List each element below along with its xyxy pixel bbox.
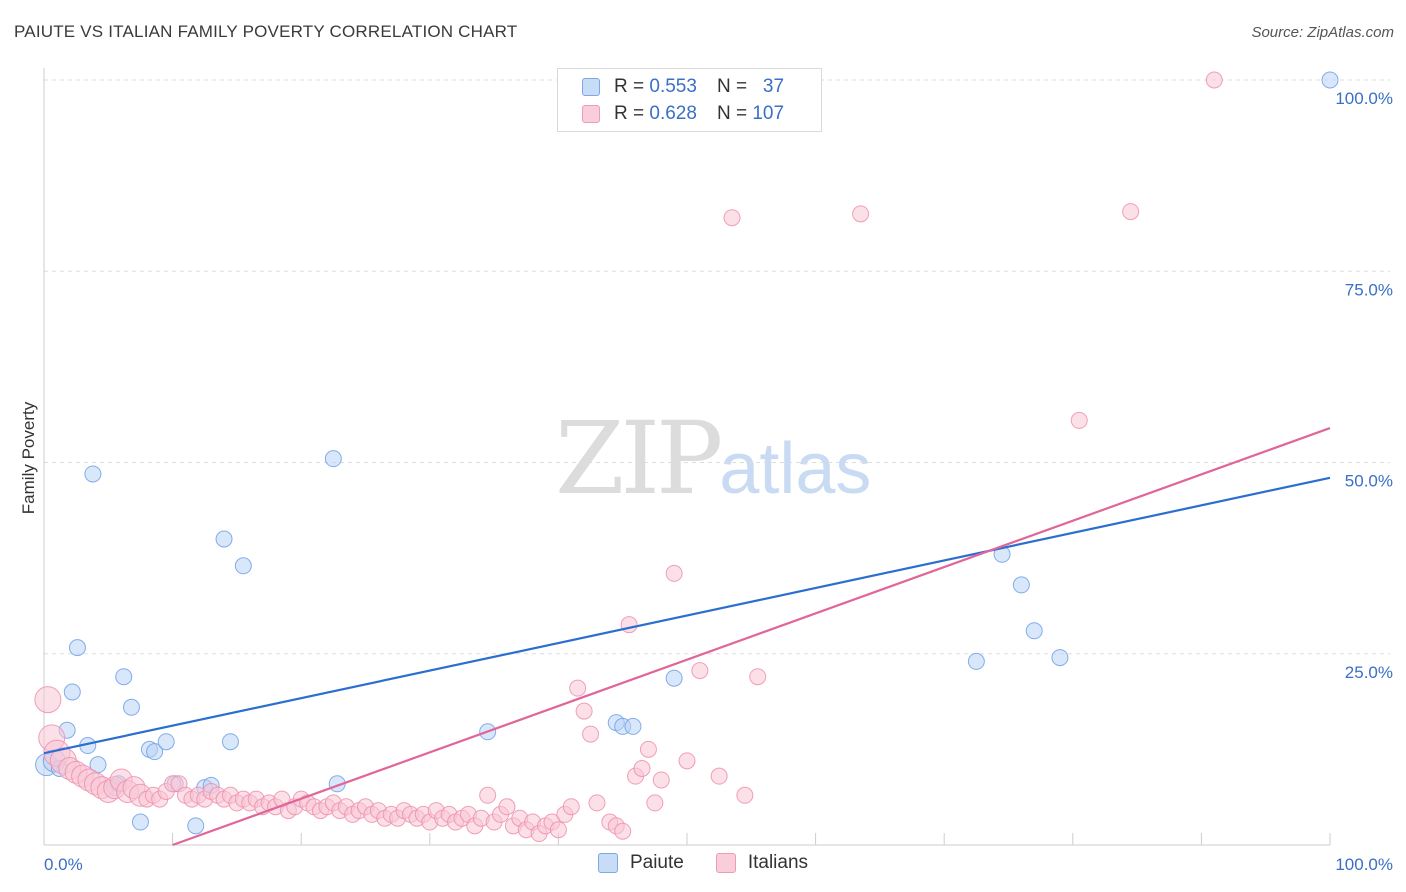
paiute-point [665,669,683,687]
italians-point [34,686,62,714]
chart-title: PAIUTE VS ITALIAN FAMILY POVERTY CORRELA… [14,22,518,41]
legend-r-value: 0.553 [649,76,697,97]
italians-point [646,794,664,812]
italians-point [633,760,651,777]
italians-point [736,786,754,804]
italians-point [749,668,767,686]
y-tick-label: 75.0% [1345,280,1393,299]
paiute-point [63,683,81,701]
italians-point [588,794,606,812]
italians-point [665,564,683,582]
italians-point [852,205,870,223]
source-label: Source: ZipAtlas.com [1251,24,1394,41]
italians-point [575,702,593,720]
paiute-point [215,530,233,548]
x-tick-label-max: 100.0% [1335,855,1393,874]
italians-point [710,767,728,785]
paiute-point [1321,71,1339,89]
paiute-point [157,733,175,751]
paiute-point [84,465,102,483]
paiute-point [1051,649,1069,667]
italians-point [678,752,696,770]
axes [43,68,1331,846]
paiute-point [115,668,133,686]
paiute-point [1025,622,1043,640]
legend-swatch-paiute [582,78,600,96]
legend-r-value: 0.628 [649,103,697,124]
italians-point [1122,203,1140,221]
italians-point [652,771,670,789]
paiute-point [1012,576,1030,594]
paiute-point [146,743,164,761]
paiute-point [68,639,86,657]
paiute-point [967,652,985,670]
italians-point [723,209,741,227]
italians-point [549,821,567,839]
legend-row-italians: R = 0.628 N = 107 [582,102,784,126]
legend-label-italians: Italians [747,852,809,873]
trend-lines [43,427,1331,847]
italians-point [691,662,709,680]
axis-labels: 25.0% 50.0% 75.0% 100.0% 0.0% 100.0% Family Po… [19,89,1393,874]
watermark-atlas: atlas [719,429,872,509]
paiute-point [122,698,140,716]
legend-swatch-italians [715,853,736,873]
legend-n-value: 37 [762,76,785,97]
paiute-point [131,813,149,831]
paiute-point [234,557,252,575]
italians-point [562,798,580,816]
series-legend: Paiute Italians [0,852,1406,874]
legend-swatch-paiute [597,853,618,873]
paiute-point [187,817,205,835]
legend-item-paiute[interactable]: Paiute [597,852,684,874]
watermark-zip: ZIP [555,400,723,517]
legend-n-label: N = [716,103,748,124]
italians-point [620,616,638,634]
legend-r-label: R = [614,76,645,97]
stats-legend: R = 0.553 N = 37 R = 0.628 N = 107 [557,68,822,132]
data-points [34,71,1339,843]
paiute-point [221,733,239,751]
paiute-point [324,450,342,468]
y-axis-title: Family Poverty [19,401,38,514]
italians-point [582,725,600,743]
y-tick-label: 50.0% [1345,472,1393,491]
italians-point [1070,411,1088,429]
legend-swatch-italians [582,105,600,123]
legend-row-paiute: R = 0.553 N = 37 [582,75,784,99]
italians-point [639,740,657,758]
italians-point [569,679,587,697]
italians-trend-line [172,427,1331,847]
y-tick-label: 100.0% [1335,89,1393,108]
legend-n-label: N = [716,76,748,97]
italians-point [1205,71,1223,89]
watermark: ZIPatlas [555,400,871,517]
legend-item-italians[interactable]: Italians [715,852,809,874]
legend-n-value: 107 [752,103,785,124]
legend-label-paiute: Paiute [629,852,684,873]
paiute-trend-line [43,476,1331,755]
paiute-point [624,717,642,735]
y-tick-label: 25.0% [1345,663,1393,682]
legend-r-label: R = [614,103,645,124]
italians-point [479,786,497,804]
x-tick-label-min: 0.0% [44,855,83,874]
italians-point [614,822,632,840]
italians-point [498,798,516,816]
